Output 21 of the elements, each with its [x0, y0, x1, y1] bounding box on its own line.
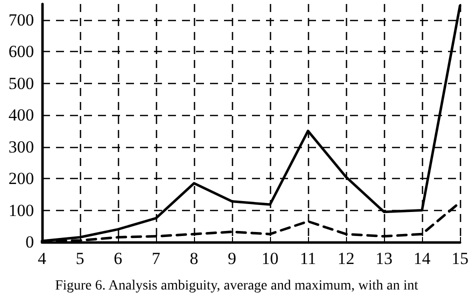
x-tick-label: 8 [190, 249, 198, 268]
y-tick-label: 0 [26, 232, 34, 252]
y-tick-label: 500 [8, 74, 34, 93]
x-tick-label: 14 [414, 249, 431, 268]
x-tick-label: 12 [338, 249, 354, 268]
y-tick-label: 200 [8, 169, 34, 188]
y-tick-label: 600 [8, 42, 34, 62]
x-tick-label: 9 [228, 249, 236, 268]
x-tick-label: 4 [38, 249, 47, 268]
y-tick-label: 400 [8, 106, 34, 125]
x-tick-label: 13 [376, 249, 392, 268]
x-tick-label: 5 [76, 249, 84, 268]
x-tick-label: 15 [452, 249, 468, 268]
y-tick-label: 100 [8, 200, 34, 220]
x-tick-label: 6 [114, 249, 122, 268]
x-tick-label: 7 [152, 249, 161, 268]
y-tick-label: 300 [8, 137, 34, 156]
x-tick-label: 10 [262, 249, 278, 268]
x-tick-label: 11 [300, 249, 316, 268]
caption: Figure 6. Analysis ambiguity, average and maximum, with an int [55, 278, 418, 294]
y-tick-label: 700 [8, 10, 34, 30]
